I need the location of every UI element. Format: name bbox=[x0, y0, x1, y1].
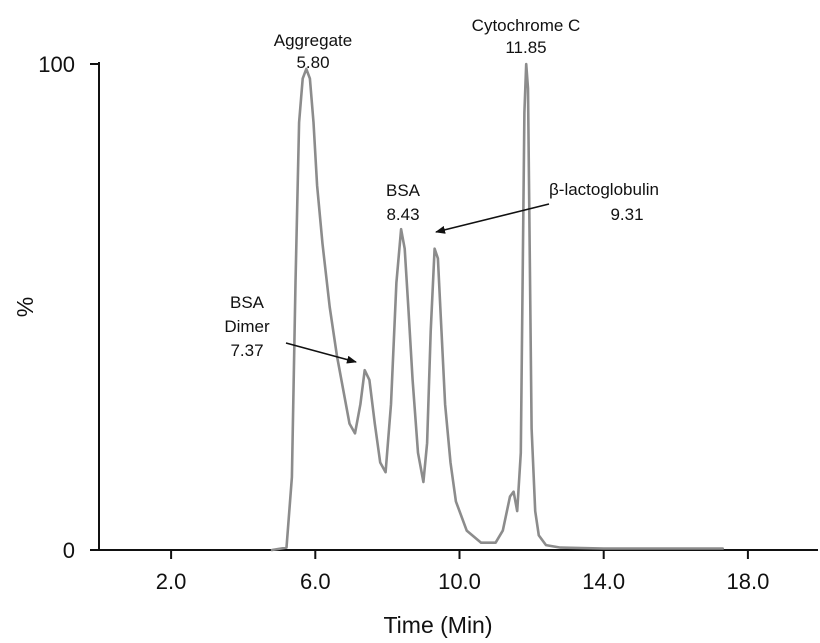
x-tick-label: 10.0 bbox=[438, 569, 481, 594]
series-layer bbox=[270, 62, 724, 552]
annotation-text: 8.43 bbox=[386, 205, 419, 224]
axes: 2.0 6.0 10.0 14.0 18.0 0 100 bbox=[38, 52, 818, 594]
x-tick-label: 6.0 bbox=[300, 569, 331, 594]
annotation-text: BSA bbox=[230, 293, 265, 312]
annotation-text: Dimer bbox=[224, 317, 270, 336]
annotation-cytochrome-c: Cytochrome C 11.85 bbox=[472, 16, 581, 57]
annotation-text: 9.31 bbox=[610, 205, 643, 224]
series-line bbox=[270, 62, 724, 552]
y-tick-label: 0 bbox=[63, 538, 75, 563]
y-tick-label: 100 bbox=[38, 52, 75, 77]
x-tick-label: 2.0 bbox=[156, 569, 187, 594]
annotation-beta-lactoglobulin: β-lactoglobulin 9.31 bbox=[435, 180, 659, 234]
annotation-text: 7.37 bbox=[230, 341, 263, 360]
annotation-text: 11.85 bbox=[505, 38, 546, 57]
annotation-text: 5.80 bbox=[296, 53, 329, 72]
annotation-aggregate: Aggregate 5.80 bbox=[274, 31, 352, 72]
annotation-arrow bbox=[285, 342, 357, 364]
annotation-text: β-lactoglobulin bbox=[549, 180, 659, 199]
annotation-text: BSA bbox=[386, 181, 421, 200]
x-tick-label: 14.0 bbox=[582, 569, 625, 594]
annotation-bsa-dimer: BSA Dimer 7.37 bbox=[224, 293, 357, 364]
y-axis-title: % bbox=[12, 297, 38, 317]
x-tick-label: 18.0 bbox=[726, 569, 769, 594]
annotations-layer: Aggregate 5.80 BSA Dimer 7.37 BSA 8.43 β-lactog… bbox=[224, 16, 659, 364]
annotation-arrow bbox=[435, 203, 550, 234]
annotation-bsa: BSA 8.43 bbox=[386, 181, 421, 224]
annotation-text: Aggregate bbox=[274, 31, 352, 50]
x-axis-title: Time (Min) bbox=[383, 612, 492, 638]
annotation-text: Cytochrome C bbox=[472, 16, 581, 35]
